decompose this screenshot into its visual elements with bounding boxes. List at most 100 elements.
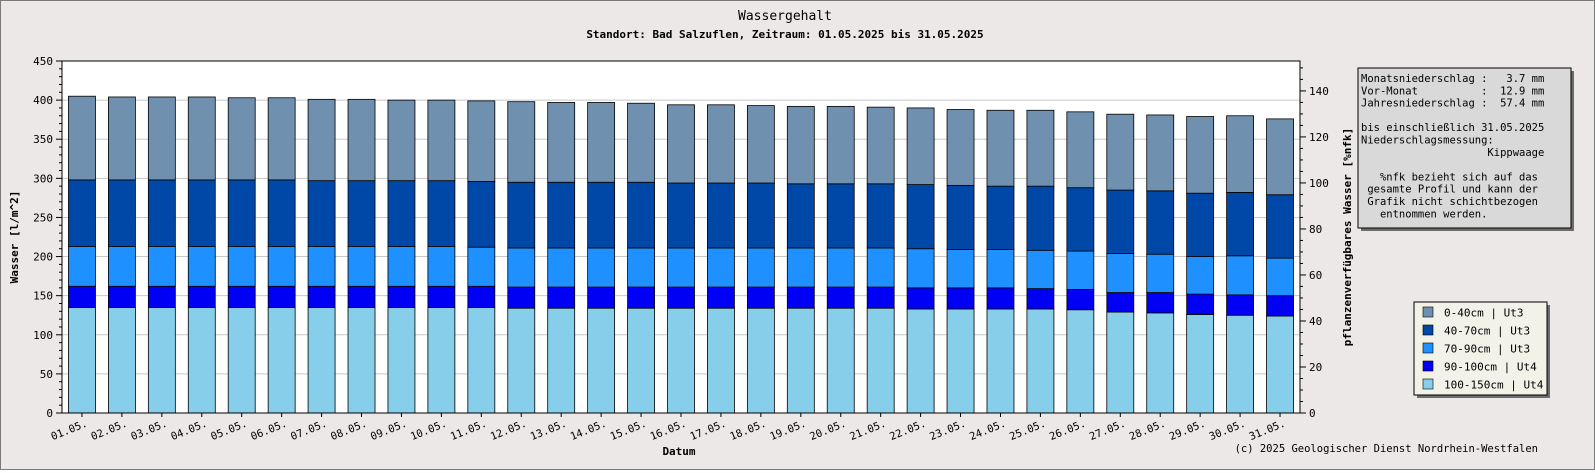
bar-segment xyxy=(307,285,336,308)
info-box-line: Kippwaage xyxy=(1361,147,1544,159)
bar-segment xyxy=(627,102,655,183)
bar-segment xyxy=(1106,113,1135,191)
bar-segment xyxy=(946,184,975,250)
x-axis-label: Datum xyxy=(662,445,695,458)
x-tick-label: 16.05. xyxy=(648,418,688,443)
legend-label: 0-40cm | Ut3 xyxy=(1444,307,1523,320)
bar-segment xyxy=(1146,253,1175,293)
y-tick-label: 150 xyxy=(33,290,53,303)
bar-segment xyxy=(826,105,855,185)
y-axis-label: Wasser [l/m^2] xyxy=(8,191,21,284)
x-tick-label: 26.05. xyxy=(1048,418,1088,443)
bar-segment xyxy=(826,247,855,288)
x-tick-label: 27.05. xyxy=(1088,418,1128,443)
legend-swatch xyxy=(1422,378,1434,390)
bar-segment xyxy=(507,307,536,414)
bar-segment xyxy=(627,247,655,288)
bar-segment xyxy=(547,286,576,309)
bar-segment xyxy=(227,306,256,414)
bar-segment xyxy=(1266,118,1294,196)
bar-segment xyxy=(467,181,496,248)
bar-segment xyxy=(147,96,176,181)
bar-segment xyxy=(427,285,456,308)
x-tick-label: 18.05. xyxy=(728,418,768,443)
bar-segment xyxy=(547,307,576,414)
y-axis-left: 0 50 100 150 200 250 300 350 400 450 xyxy=(33,55,62,420)
x-tick-label: 20.05. xyxy=(808,418,848,443)
bar-segment xyxy=(1106,311,1135,414)
bar-segment xyxy=(986,249,1015,289)
bar-segment xyxy=(1186,192,1215,257)
bar-segment xyxy=(427,245,456,287)
bar-segment xyxy=(267,179,296,247)
x-tick-label: 28.05. xyxy=(1128,418,1168,443)
bar-segment xyxy=(68,95,96,181)
bar-segment xyxy=(667,286,695,309)
bar-segment xyxy=(946,109,975,186)
bar-segment xyxy=(187,179,216,247)
bar-segment xyxy=(826,286,855,309)
y2-tick-label: 80 xyxy=(1309,223,1322,236)
x-tick-label: 14.05. xyxy=(569,418,609,443)
bar-segment xyxy=(667,307,695,414)
x-tick-label: 04.05. xyxy=(169,418,209,443)
bar-segment xyxy=(187,306,216,414)
y-tick-label: 250 xyxy=(33,211,53,224)
bar-segment xyxy=(187,96,216,181)
bar-segment xyxy=(866,106,895,185)
bar-segment xyxy=(1066,289,1095,311)
bar-segment xyxy=(307,306,336,414)
bar-segment xyxy=(1026,249,1055,290)
x-axis: 01.05. 02.05. 03.05. 04.05. 05.05. 06.05. 07.0… xyxy=(49,413,1287,443)
legend-swatch xyxy=(1422,360,1434,372)
bar-segment xyxy=(1226,255,1254,296)
y-axis-right: 0 20 40 60 80 100 120 140 xyxy=(1300,67,1329,420)
x-tick-label: 29.05. xyxy=(1168,418,1208,443)
bar-segment xyxy=(547,247,576,288)
bar-segment xyxy=(187,285,216,308)
bar-segment xyxy=(866,247,895,288)
bar-segment xyxy=(187,245,216,287)
bar-segment xyxy=(68,245,96,287)
bar-segment xyxy=(986,287,1015,310)
legend-swatch xyxy=(1422,342,1434,354)
bar-segment xyxy=(866,183,895,249)
x-tick-label: 11.05. xyxy=(449,418,489,443)
y-tick-label: 300 xyxy=(33,172,53,185)
bar-segment xyxy=(547,102,576,183)
x-tick-label: 08.05. xyxy=(329,418,369,443)
bar-segment xyxy=(1186,256,1215,295)
bar-segment xyxy=(507,101,536,183)
bar-segment xyxy=(347,98,376,182)
bar-segment xyxy=(1266,315,1294,414)
bar-segment xyxy=(1066,309,1095,414)
info-box-line: Grafik nicht schichtbezogen xyxy=(1361,196,1538,208)
bar-segment xyxy=(1226,192,1254,257)
x-tick-label: 09.05. xyxy=(369,418,409,443)
bar-segment xyxy=(786,247,815,288)
y2-tick-label: 60 xyxy=(1309,269,1322,282)
bar-segment xyxy=(1066,187,1095,252)
info-box-line: entnommen werden. xyxy=(1361,208,1487,220)
info-box-line: %nfk bezieht sich auf das xyxy=(1361,171,1538,183)
bar-segment xyxy=(707,182,735,249)
bar-segment xyxy=(1226,115,1254,193)
bar-segment xyxy=(227,97,256,181)
bar-segment xyxy=(307,180,336,247)
bar-segment xyxy=(387,180,416,247)
bar-segment xyxy=(1146,312,1175,414)
bar-segment xyxy=(667,182,695,249)
bar-segment xyxy=(108,179,136,247)
bar-segment xyxy=(826,307,855,414)
bar-segment xyxy=(667,247,695,288)
bar-segment xyxy=(906,287,935,310)
bar-segment xyxy=(746,105,775,184)
bar-segment xyxy=(427,306,456,414)
bar-segment xyxy=(1186,116,1215,194)
bar-segment xyxy=(547,181,576,249)
info-box-line: Vor-Monat : 12.9 mm xyxy=(1361,85,1544,97)
legend-label: 90-100cm | Ut4 xyxy=(1444,361,1537,374)
y2-tick-label: 40 xyxy=(1309,315,1322,328)
x-tick-label: 01.05. xyxy=(49,418,89,443)
legend-label: 100-150cm | Ut4 xyxy=(1444,379,1544,392)
